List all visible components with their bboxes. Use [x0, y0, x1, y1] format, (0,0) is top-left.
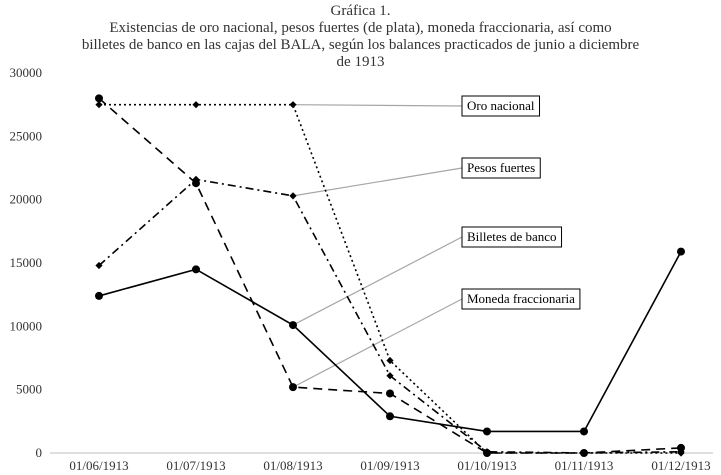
data-point: [95, 261, 103, 270]
series-label-text: Oro nacional: [467, 98, 535, 113]
callouts: [292, 104, 463, 388]
data-point: [483, 449, 491, 457]
data-point: [386, 389, 394, 398]
data-point: [192, 101, 200, 109]
y-tick-label: 30000: [10, 65, 43, 80]
data-point: [289, 383, 297, 392]
data-point: [95, 291, 103, 300]
callout-leader-line: [292, 298, 463, 388]
series-layer: [95, 94, 685, 457]
series-line: [99, 103, 681, 454]
series-label-box: [461, 157, 541, 179]
y-tick-label: 25000: [10, 128, 43, 143]
axes: 0 5000 10000 15000 20000 25000 30000 01/06/1913…: [10, 65, 713, 473]
data-point: [386, 412, 394, 421]
y-tick-label: 15000: [10, 255, 43, 270]
x-tick-label: 01/11/1913: [555, 458, 614, 473]
chart-title-line-3: billetes de banco en las cajas del BALA,…: [81, 37, 640, 53]
series-label-box: [461, 95, 541, 117]
series-label: Pesos fuertes: [461, 157, 541, 179]
chart-title-line-2: Existencias de oro nacional, pesos fuert…: [109, 20, 612, 36]
data-point: [192, 179, 200, 188]
data-point: [677, 247, 685, 256]
y-tick-label: 10000: [10, 318, 43, 333]
chart-title-line-1: Gráfica 1.: [330, 3, 391, 19]
series-line: [98, 251, 682, 433]
y-tick-label: 5000: [16, 382, 42, 397]
data-point: [95, 94, 103, 103]
labels-layer: Oro nacional Pesos fuertes Billetes de ban…: [461, 95, 581, 310]
data-point: [95, 101, 103, 109]
series-label: Oro nacional: [461, 95, 541, 117]
callout-leader-line: [292, 236, 463, 326]
data-point: [289, 101, 297, 109]
data-point: [580, 449, 588, 457]
data-point: [677, 443, 685, 452]
x-tick-label: 01/07/1913: [166, 458, 225, 473]
data-point: [289, 321, 297, 330]
series-label-text: Pesos fuertes: [467, 160, 535, 175]
data-point: [483, 427, 491, 436]
data-point: [386, 372, 394, 380]
data-point: [386, 356, 394, 365]
callout-leader-line: [292, 104, 463, 107]
series-label-box: [461, 226, 563, 248]
y-tick-label: 0: [36, 445, 43, 460]
series-line: [98, 97, 682, 454]
y-tick-label: 20000: [10, 192, 43, 207]
series-label-text: Moneda fraccionaria: [467, 291, 575, 306]
series-label: Moneda fraccionaria: [461, 288, 581, 310]
x-tick-label: 01/08/1913: [263, 458, 322, 473]
chart-title-line-4: de 1913: [336, 54, 385, 70]
x-tick-label: 01/10/1913: [457, 458, 516, 473]
series-label-box: [461, 288, 581, 310]
data-point: [289, 192, 297, 200]
data-point: [192, 265, 200, 274]
x-tick-label: 01/09/1913: [360, 458, 419, 473]
series-label-text: Billetes de banco: [467, 229, 557, 244]
x-tick-label: 01/06/1913: [69, 458, 128, 473]
x-tick-label: 01/12/1913: [651, 458, 710, 473]
callout-leader-line: [292, 167, 463, 197]
data-point: [580, 427, 588, 436]
series-label: Billetes de banco: [461, 226, 563, 248]
